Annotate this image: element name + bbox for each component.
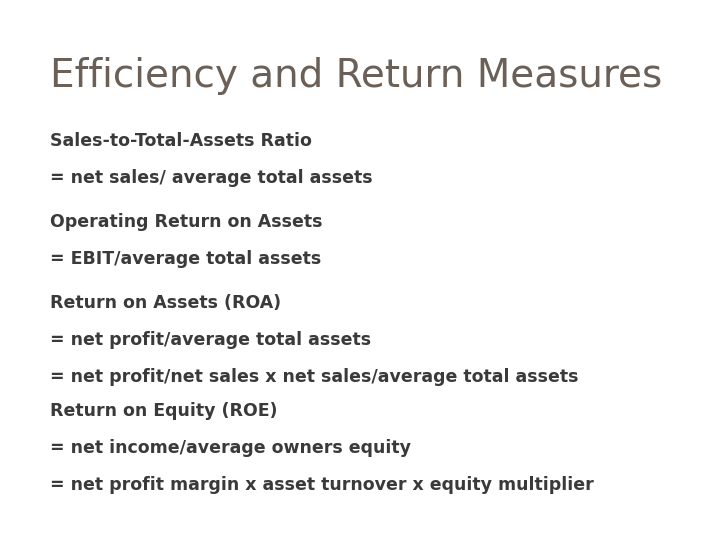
Text: = EBIT/average total assets: = EBIT/average total assets — [50, 250, 322, 268]
Text: = net profit/average total assets: = net profit/average total assets — [50, 331, 372, 349]
Text: Operating Return on Assets: Operating Return on Assets — [50, 213, 323, 231]
Text: = net income/average owners equity: = net income/average owners equity — [50, 439, 411, 457]
Text: Return on Assets (ROA): Return on Assets (ROA) — [50, 294, 282, 312]
Text: Efficiency and Return Measures: Efficiency and Return Measures — [50, 57, 662, 94]
Text: Sales-to-Total-Assets Ratio: Sales-to-Total-Assets Ratio — [50, 132, 312, 150]
Text: Return on Equity (ROE): Return on Equity (ROE) — [50, 402, 278, 420]
Text: = net sales/ average total assets: = net sales/ average total assets — [50, 169, 373, 187]
Text: = net profit margin x asset turnover x equity multiplier: = net profit margin x asset turnover x e… — [50, 476, 594, 494]
Text: = net profit/net sales x net sales/average total assets: = net profit/net sales x net sales/avera… — [50, 368, 579, 386]
